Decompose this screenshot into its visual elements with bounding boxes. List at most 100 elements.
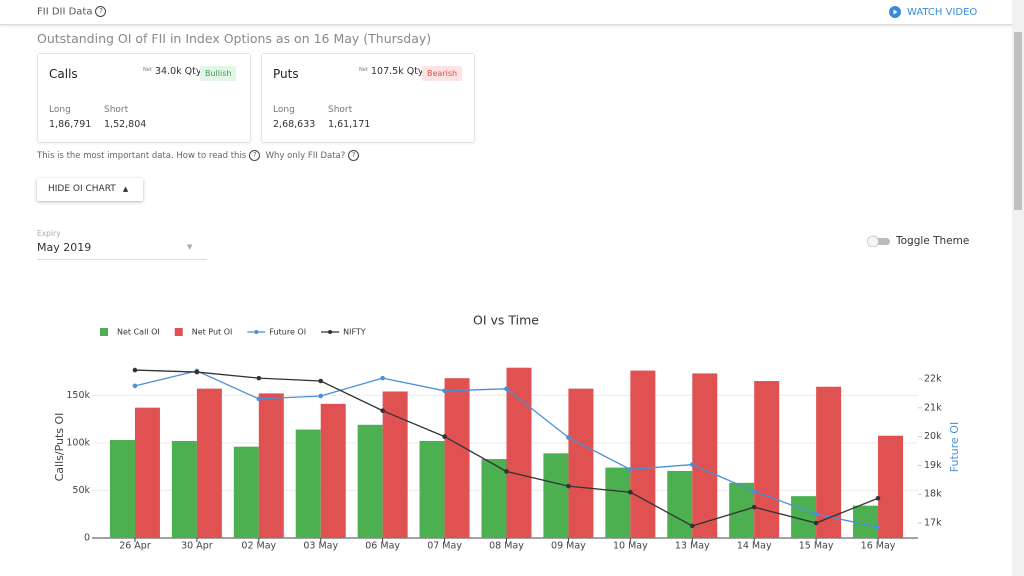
point — [318, 378, 324, 384]
legend-swatch — [254, 330, 259, 334]
point — [566, 435, 571, 440]
scrollbar[interactable] — [1012, 0, 1024, 576]
bar — [816, 386, 842, 538]
y-tick-label: 150k — [66, 390, 90, 401]
bar — [258, 393, 284, 538]
bar — [630, 370, 656, 538]
x-tick-label: 26 Apr — [119, 541, 151, 552]
page-title: FII DII Data? — [37, 6, 107, 18]
x-tick-label: 09 May — [551, 541, 586, 552]
x-tick-label: 07 May — [427, 541, 462, 552]
point — [751, 504, 757, 510]
point — [504, 386, 509, 392]
puts-card: Puts Net 107.5k Qty Bearish Long 2,68,63… — [261, 53, 475, 143]
x-tick-label: 02 May — [241, 541, 276, 552]
help-icon[interactable]: ? — [249, 150, 261, 161]
bar — [382, 391, 408, 538]
legend-label[interactable]: Net Call OI — [117, 328, 160, 337]
legend-label[interactable]: NIFTY — [343, 328, 366, 337]
short-value: 1,61,171 — [328, 119, 371, 130]
y-axis-title: Calls/Puts OI — [53, 413, 66, 482]
long-label: Long — [273, 105, 295, 115]
bar — [196, 388, 222, 538]
sentiment-badge: Bullish — [200, 66, 237, 81]
hide-chart-button[interactable]: HIDE OI CHART ▲ — [37, 178, 143, 201]
short-value: 1,52,804 — [104, 119, 147, 130]
theme-toggle[interactable]: Toggle Theme — [866, 235, 970, 248]
top-bar: FII DII Data? WATCH VIDEO — [0, 0, 1012, 25]
point — [256, 375, 262, 381]
net-qty: 107.5k Qty — [371, 66, 424, 77]
bar — [171, 440, 197, 538]
bar — [444, 378, 470, 538]
toggle-text: Toggle Theme — [896, 235, 970, 247]
bar — [853, 505, 879, 538]
sentiment-badge: Bearish — [422, 66, 463, 81]
x-tick-label: 16 May — [861, 541, 896, 552]
legend-label[interactable]: Net Put OI — [192, 328, 233, 337]
x-tick-label: 15 May — [799, 541, 834, 552]
x-tick-label: 10 May — [613, 541, 648, 552]
watch-video[interactable]: WATCH VIDEO — [889, 6, 977, 18]
bar — [419, 440, 445, 538]
x-tick-label: 03 May — [303, 541, 338, 552]
short-label: Short — [104, 105, 129, 115]
long-value: 1,86,791 — [49, 119, 92, 130]
bar — [233, 446, 259, 538]
legend-swatch — [328, 330, 333, 334]
heading: Outstanding OI of FII in Index Options a… — [37, 31, 432, 46]
y2-tick-label: 22k — [924, 373, 942, 384]
y2-tick-label: 21k — [924, 402, 942, 413]
y2-tick-label: 19k — [924, 460, 942, 471]
legend-swatch — [100, 328, 108, 336]
scroll-thumb[interactable] — [1014, 32, 1022, 210]
bar — [543, 453, 569, 538]
card-title: Calls — [49, 67, 78, 81]
bar — [295, 429, 321, 538]
y2-tick-label: 20k — [924, 431, 942, 442]
help-link[interactable]: Why only FII Data? — [265, 151, 346, 161]
x-tick-label: 14 May — [737, 541, 772, 552]
y-tick-label: 0 — [84, 533, 90, 544]
expiry-select[interactable]: May 2019 ▼ — [37, 241, 207, 260]
bar — [109, 440, 135, 538]
y-tick-label: 50k — [72, 485, 90, 496]
point — [194, 369, 200, 375]
net-prefix: Net — [143, 67, 152, 73]
expiry-label: Expiry — [37, 229, 61, 238]
long-value: 2,68,633 — [273, 119, 316, 130]
help-icon[interactable]: ? — [348, 150, 360, 161]
net-prefix: Net — [359, 67, 368, 73]
point — [813, 520, 819, 526]
short-label: Short — [328, 105, 353, 115]
x-tick-label: 06 May — [365, 541, 400, 552]
long-label: Long — [49, 105, 71, 115]
bar — [568, 388, 594, 538]
point — [566, 483, 571, 489]
point — [628, 467, 633, 472]
point — [318, 393, 324, 399]
x-tick-label: 30 Apr — [181, 541, 213, 552]
point — [442, 388, 447, 394]
point — [504, 469, 509, 474]
watch-video-text: WATCH VIDEO — [907, 7, 978, 18]
toggle-switch[interactable] — [866, 235, 892, 248]
x-tick-label: 08 May — [489, 541, 524, 552]
bar — [667, 470, 693, 538]
play-icon — [889, 6, 901, 18]
legend-label[interactable]: Future OI — [269, 328, 306, 337]
expiry-value: May 2019 — [37, 241, 92, 254]
help-text[interactable]: This is the most important data. How to … — [37, 151, 247, 161]
point — [751, 489, 757, 494]
y2-axis-title: Future OI — [948, 422, 961, 472]
point — [689, 523, 695, 529]
help-icon[interactable]: ? — [95, 6, 107, 17]
bar — [357, 424, 383, 538]
point — [442, 434, 447, 439]
legend-swatch — [174, 328, 183, 336]
point — [813, 511, 819, 517]
point — [380, 408, 385, 413]
help-line: This is the most important data. How to … — [37, 150, 360, 161]
